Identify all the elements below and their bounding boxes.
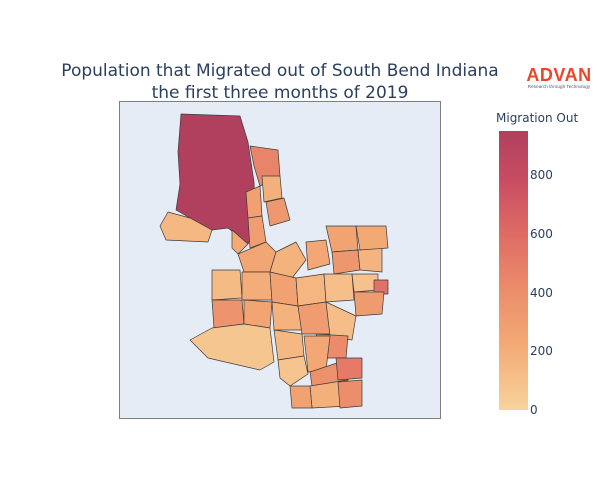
map-region-28[interactable] — [325, 301, 357, 341]
map-region-34[interactable] — [277, 355, 309, 387]
map-region-10[interactable] — [305, 239, 331, 271]
map-region-4[interactable] — [159, 211, 213, 243]
advan-logo-tagline: Research through Technology — [527, 84, 591, 89]
colorbar — [499, 131, 528, 410]
map-region-18[interactable] — [295, 273, 327, 307]
map-region-19[interactable] — [323, 273, 355, 303]
map-title-line-2: the first three months of 2019 — [151, 83, 409, 103]
map-region-36[interactable] — [335, 357, 363, 381]
map-title-line-1: Population that Migrated out of South Be… — [61, 61, 499, 81]
map-region-23[interactable] — [211, 299, 245, 329]
map-region-2[interactable] — [245, 185, 263, 219]
map-region-0[interactable] — [175, 113, 257, 245]
advan-logo-wordmark: ADVAN — [526, 65, 592, 85]
colorbar-title: Migration Out — [496, 111, 579, 125]
map-region-15[interactable] — [211, 269, 243, 301]
map-region-30[interactable] — [273, 329, 305, 361]
map-region-16[interactable] — [241, 271, 273, 301]
map-region-11[interactable] — [325, 225, 359, 253]
map-region-24[interactable] — [243, 299, 273, 329]
map-region-9[interactable] — [269, 241, 307, 279]
colorbar-tick-4: 800 — [530, 168, 553, 183]
map-region-13[interactable] — [357, 247, 383, 273]
map-region-27[interactable] — [297, 301, 331, 335]
map-region-25[interactable] — [189, 323, 275, 371]
map-region-26[interactable] — [271, 301, 303, 331]
map-region-14[interactable] — [355, 225, 389, 251]
colorbar-tick-1: 200 — [530, 344, 553, 359]
map-area[interactable] — [119, 101, 441, 419]
map-region-7[interactable] — [265, 197, 291, 227]
advan-logo: ADVAN Research through Technology — [526, 66, 592, 90]
colorbar-tick-2: 400 — [530, 285, 553, 300]
map-region-17[interactable] — [269, 271, 299, 307]
map-region-21[interactable] — [373, 279, 389, 295]
map-region-35[interactable] — [289, 385, 313, 409]
map-region-22[interactable] — [353, 291, 385, 317]
map-region-12[interactable] — [331, 249, 361, 275]
colorbar-tick-0: 0 — [530, 403, 538, 417]
choropleth-map[interactable] — [120, 102, 440, 418]
map-region-3[interactable] — [261, 175, 283, 203]
colorbar-tick-3: 600 — [530, 226, 553, 241]
map-region-37[interactable] — [337, 379, 363, 409]
map-title: Population that Migrated out of South Be… — [40, 60, 520, 104]
